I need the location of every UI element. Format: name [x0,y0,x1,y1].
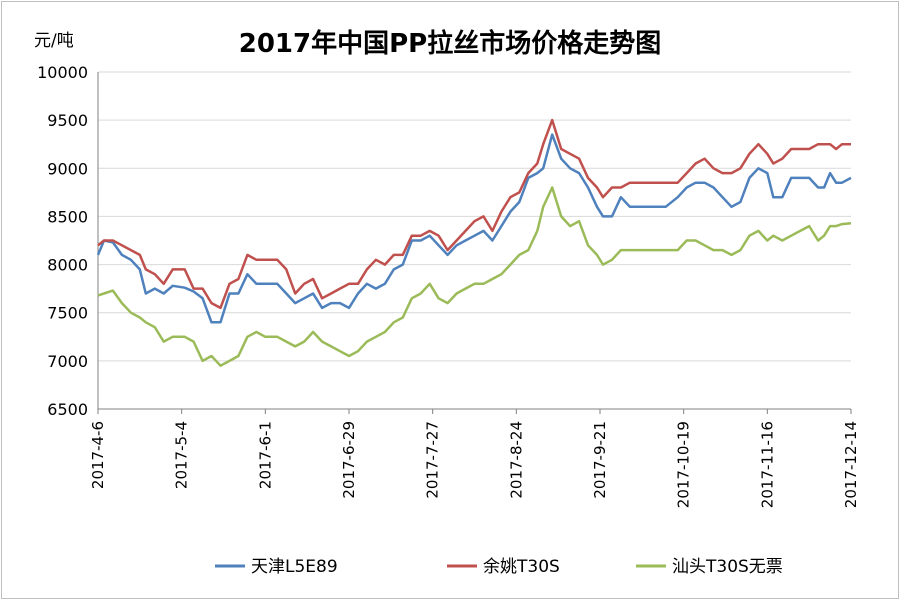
legend: 天津L5E89 余姚T30S 汕头T30S无票 [215,557,783,577]
series-line-3 [97,186,852,367]
x-tick-label: 2017-11-16 [758,421,776,508]
axes: 6500 7000 7500 8000 8500 9000 9500 10000 2017-4-… [37,63,860,508]
y-tick-label: 6500 [47,400,88,419]
x-tick-label: 2017-9-21 [591,421,609,499]
y-tick-label: 9000 [47,159,88,178]
x-tick-label: 2017-6-1 [256,421,274,489]
y-tick-label: 8500 [47,207,88,226]
y-tick-label: 7500 [47,304,88,323]
legend-label: 余姚T30S [483,557,560,577]
x-tick-label: 2017-6-29 [340,421,358,499]
x-tick-label: 2017-12-14 [842,421,860,508]
x-tick-label: 2017-7-27 [424,421,442,499]
x-tick-label: 2017-10-19 [675,421,693,508]
x-tick-label: 2017-4-6 [89,421,107,489]
x-tick-label: 2017-8-24 [507,421,525,499]
y-axis-unit: 元/吨 [34,31,74,51]
legend-label: 天津L5E89 [251,557,338,577]
y-tick-label: 7000 [47,352,88,371]
series-lines [96,118,852,367]
y-tick-label: 8000 [47,256,88,275]
legend-label: 汕头T30S无票 [672,557,783,577]
series-line-2 [97,118,851,310]
x-tick-label: 2017-5-4 [173,421,191,489]
chart-title: 2017年中国PP拉丝市场价格走势图 [239,28,661,59]
y-tick-label: 10000 [37,63,88,82]
series-line-1 [96,133,852,324]
y-tick-label: 9500 [47,111,88,130]
